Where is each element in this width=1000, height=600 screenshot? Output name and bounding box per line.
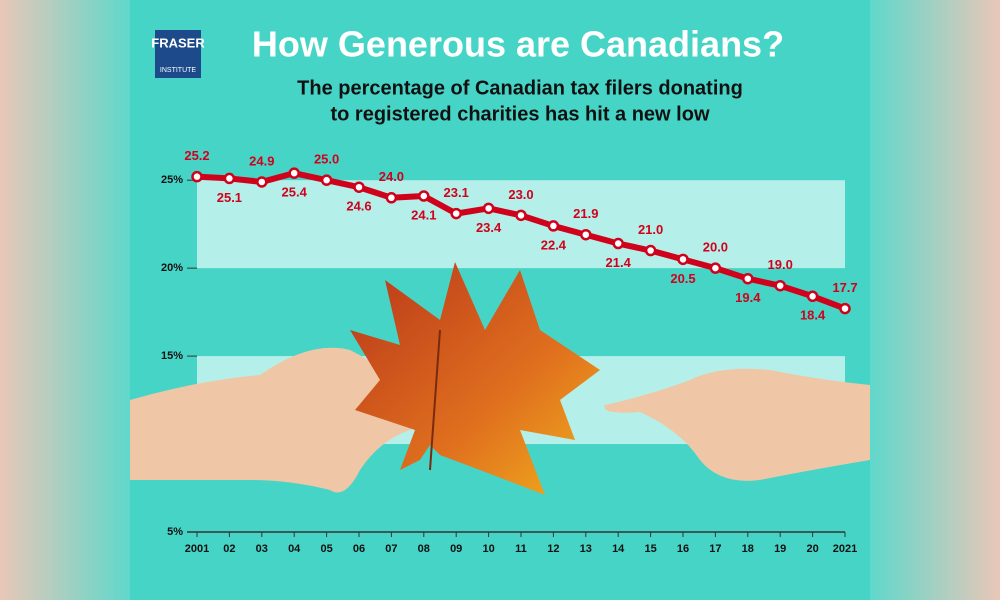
data-label: 23.0 [508, 187, 533, 202]
x-tick-label: 13 [580, 543, 592, 555]
data-label: 21.0 [638, 222, 663, 237]
x-tick-label: 02 [223, 543, 235, 555]
panel [130, 0, 870, 600]
x-tick-label: 2001 [185, 543, 209, 555]
data-label: 19.0 [768, 257, 793, 272]
x-tick-label: 10 [482, 543, 494, 555]
data-label: 21.9 [573, 206, 598, 221]
x-tick-label: 17 [709, 543, 721, 555]
x-tick-label: 08 [418, 543, 430, 555]
data-point [547, 220, 560, 232]
x-tick-label: 14 [612, 543, 625, 555]
data-point [580, 228, 592, 241]
x-tick-label: 07 [385, 543, 397, 555]
data-label: 23.4 [476, 220, 502, 235]
data-label: 24.0 [379, 169, 404, 184]
data-point [644, 244, 657, 257]
data-point [742, 272, 754, 285]
data-label: 24.1 [411, 207, 436, 222]
x-tick-label: 03 [256, 543, 268, 555]
data-label: 22.4 [541, 237, 567, 252]
data-label: 24.9 [249, 153, 274, 168]
y-tick-label: 25% [161, 174, 183, 186]
x-tick-label: 19 [774, 543, 786, 555]
data-point [191, 170, 203, 183]
x-tick-label: 11 [515, 543, 527, 555]
left-hand [130, 347, 424, 493]
subtitle: to registered charities has hit a new lo… [331, 103, 710, 125]
data-point [288, 167, 300, 179]
data-label: 25.0 [314, 152, 339, 167]
data-point [320, 174, 333, 186]
logo-box [155, 30, 201, 78]
subtitle: The percentage of Canadian tax filers do… [297, 77, 743, 99]
data-label: 25.2 [184, 148, 209, 163]
logo-name: FRASER [151, 35, 205, 50]
data-point [774, 279, 786, 292]
data-label: 25.1 [217, 190, 242, 205]
right-hand [604, 368, 870, 481]
x-tick-label: 04 [288, 543, 301, 555]
data-point [677, 253, 689, 266]
data-point [482, 202, 495, 215]
x-tick-label: 2021 [833, 543, 857, 555]
data-point [839, 302, 851, 315]
chart-title: How Generous are Canadians? [252, 24, 784, 65]
logo-sub: INSTITUTE [160, 67, 196, 74]
x-tick-label: 18 [742, 543, 754, 555]
data-point [418, 190, 430, 202]
data-point [385, 192, 398, 204]
data-label: 20.0 [703, 240, 728, 255]
x-tick-label: 15 [644, 543, 656, 555]
data-point [353, 181, 365, 193]
x-tick-label: 06 [353, 543, 365, 555]
maple-leaf [350, 262, 600, 495]
data-point [256, 176, 268, 188]
data-label: 23.1 [444, 185, 469, 200]
data-label: 17.7 [832, 280, 857, 295]
data-point [612, 237, 624, 250]
data-label: 19.4 [735, 290, 761, 305]
data-label: 21.4 [606, 255, 632, 270]
x-tick-label: 09 [450, 543, 462, 555]
band [197, 180, 845, 269]
data-point [223, 172, 236, 185]
y-tick-label: 20% [161, 262, 183, 274]
data-label: 20.5 [670, 271, 695, 286]
x-tick-label: 16 [677, 543, 689, 555]
data-label: 18.4 [800, 308, 826, 323]
data-point [515, 209, 527, 222]
data-label: 24.6 [346, 199, 371, 214]
leaf-stem [429, 329, 441, 471]
data-point [709, 262, 722, 274]
x-tick-label: 20 [806, 543, 818, 555]
data-point [450, 207, 462, 220]
x-tick-label: 05 [320, 543, 332, 555]
x-tick-label: 12 [547, 543, 559, 555]
y-tick-label: 15% [161, 350, 183, 362]
y-tick-label: 5% [167, 526, 183, 538]
data-point [806, 290, 819, 303]
data-label: 25.4 [282, 185, 308, 200]
